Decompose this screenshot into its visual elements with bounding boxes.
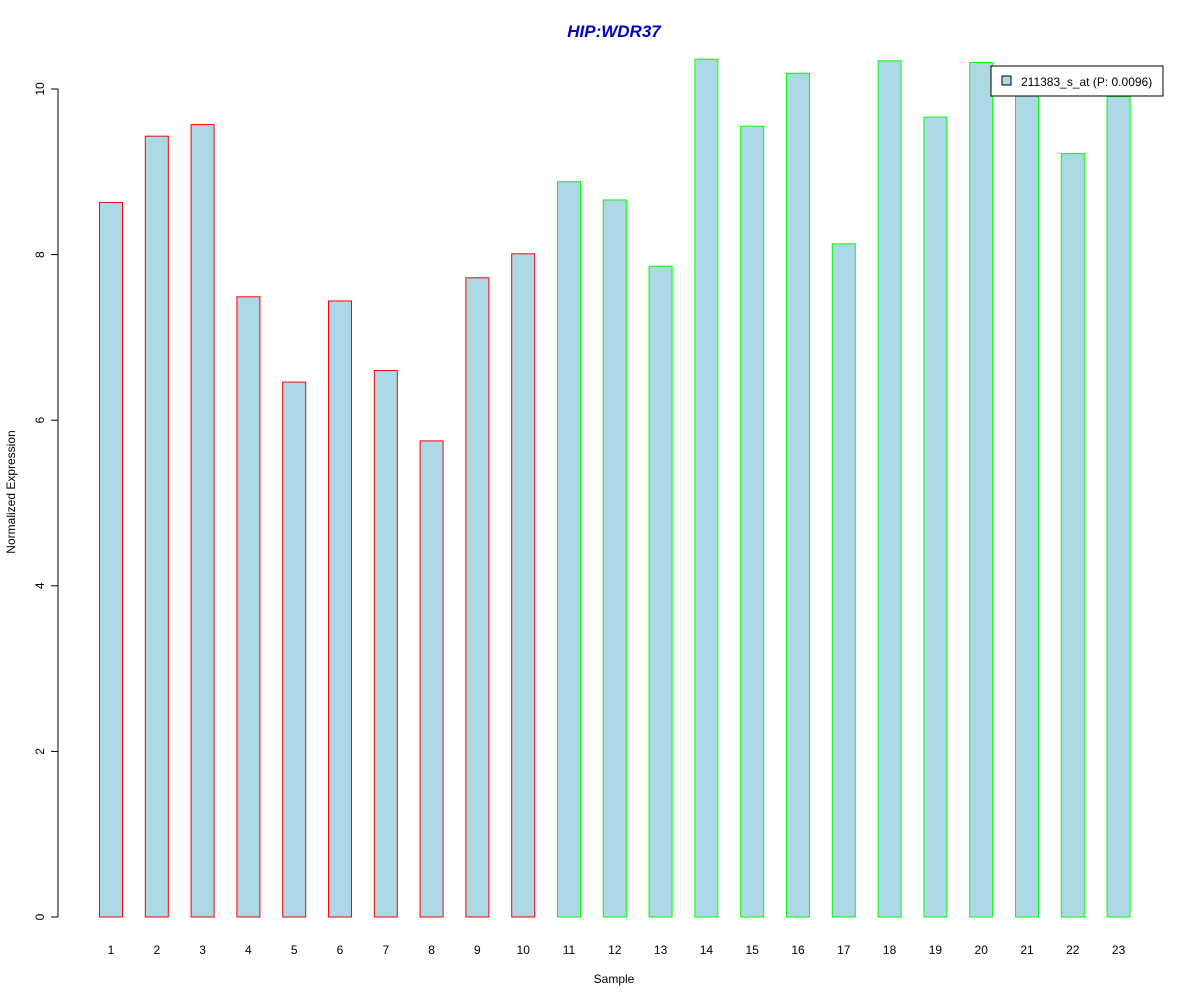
x-tick-label: 15: [746, 943, 760, 957]
x-tick-label: 23: [1112, 943, 1126, 957]
y-tick-label: 6: [33, 417, 47, 424]
x-tick-labels: 1 2 3 4 5 6 7 8 9 10 11 12 13 14 15 16 17 18 19 20 21 22 23: [108, 943, 1126, 957]
x-tick-label: 3: [199, 943, 206, 957]
x-tick-label: 10: [517, 943, 531, 957]
x-tick-label: 11: [563, 943, 576, 957]
bar-sample-23: [1106, 95, 1131, 918]
bar-sample-6: [328, 300, 352, 918]
y-tick-label: 8: [33, 251, 47, 258]
x-tick-label: 8: [428, 943, 435, 957]
y-axis: 0 2 4 6 8 10: [33, 82, 59, 920]
x-tick-label: 9: [474, 943, 481, 957]
x-tick-label: 6: [337, 943, 344, 957]
x-tick-label: 12: [608, 943, 622, 957]
bar-sample-17: [831, 243, 856, 918]
chart-title: HIP:WDR37: [567, 22, 662, 41]
legend: 211383_s_at (P: 0.0096): [990, 65, 1164, 97]
bar-sample-9: [465, 277, 490, 918]
y-tick-label: 10: [33, 82, 47, 96]
legend-entry: 211383_s_at (P: 0.0096): [1021, 75, 1152, 89]
bar-sample-5: [282, 381, 307, 918]
bar-sample-11: [557, 181, 581, 918]
x-tick-label: 22: [1066, 943, 1080, 957]
bar-sample-7: [373, 370, 398, 918]
y-axis-label: Normalized Expression: [4, 430, 18, 553]
y-tick-label: 0: [33, 913, 47, 920]
x-tick-label: 7: [382, 943, 389, 957]
x-tick-label: 14: [700, 943, 714, 957]
y-tick-label: 4: [33, 582, 47, 589]
bar-sample-20: [969, 62, 994, 918]
x-tick-label: 16: [791, 943, 805, 957]
x-tick-label: 20: [975, 943, 989, 957]
bar-sample-8: [419, 440, 444, 918]
x-tick-label: 5: [291, 943, 298, 957]
bar-sample-18: [877, 60, 902, 918]
x-tick-label: 17: [837, 943, 851, 957]
y-tick-label: 2: [33, 748, 47, 755]
bar-sample-3: [190, 124, 215, 918]
x-tick-label: 21: [1020, 943, 1034, 957]
bar-sample-22: [1060, 153, 1085, 918]
x-tick-label: 4: [245, 943, 252, 957]
bar-sample-2: [144, 135, 169, 918]
x-tick-label: 19: [929, 943, 943, 957]
x-axis-label: Sample: [594, 972, 635, 986]
x-tick-label: 18: [883, 943, 897, 957]
bars-group: [99, 58, 1131, 918]
bar-sample-16: [786, 72, 810, 918]
bar-sample-4: [236, 296, 261, 918]
bar-sample-10: [511, 253, 536, 918]
bar-sample-13: [648, 265, 673, 918]
legend-swatch: [1001, 75, 1012, 86]
bar-sample-14: [694, 58, 719, 918]
bar-sample-15: [740, 125, 765, 918]
bar-sample-19: [923, 116, 948, 918]
x-tick-label: 1: [108, 943, 115, 957]
bar-sample-1: [99, 201, 123, 918]
bar-sample-21: [1015, 88, 1039, 918]
x-tick-label: 13: [654, 943, 668, 957]
legend-box: [990, 65, 1164, 97]
bar-sample-12: [602, 199, 627, 918]
x-tick-label: 2: [153, 943, 160, 957]
